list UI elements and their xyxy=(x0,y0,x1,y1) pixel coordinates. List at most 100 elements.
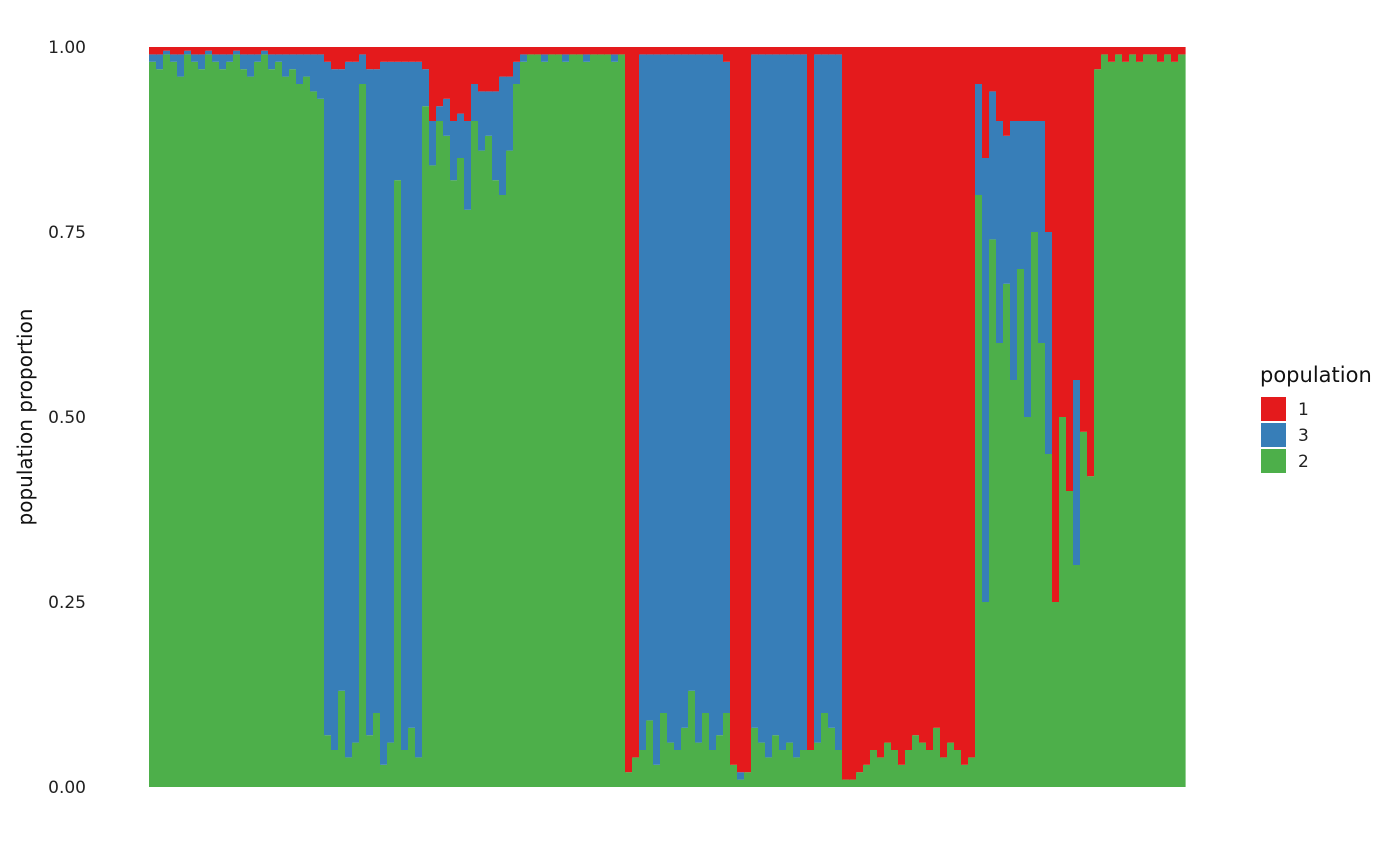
bar-segment-pop-3 xyxy=(492,91,500,181)
bar-segment-pop-2 xyxy=(1059,417,1067,787)
bar-segment-pop-2 xyxy=(1087,476,1095,787)
bar-segment-pop-3 xyxy=(429,121,437,166)
bar-segment-pop-1 xyxy=(912,47,920,736)
bar-segment-pop-2 xyxy=(345,757,353,787)
bar-segment-pop-1 xyxy=(849,47,857,780)
bar-segment-pop-1 xyxy=(786,47,794,55)
bar-segment-pop-2 xyxy=(744,772,752,787)
bar-segment-pop-2 xyxy=(814,742,822,787)
bar-segment-pop-1 xyxy=(590,47,598,55)
bar-segment-pop-3 xyxy=(583,54,591,62)
y-axis-ticks: 0.00 0.25 0.50 0.75 1.00 xyxy=(48,38,86,798)
bar-segment-pop-1 xyxy=(331,47,339,70)
bar-segment-pop-3 xyxy=(226,54,234,62)
bar-segment-pop-2 xyxy=(1038,343,1046,787)
bar-segment-pop-1 xyxy=(1073,47,1081,380)
bar-segment-pop-3 xyxy=(828,54,836,728)
bar-segment-pop-1 xyxy=(835,47,843,55)
bar-segment-pop-3 xyxy=(982,158,990,602)
bar-segment-pop-1 xyxy=(338,47,346,70)
bar-segment-pop-3 xyxy=(380,61,388,765)
bar-segment-pop-1 xyxy=(1094,47,1102,70)
bar-segment-pop-1 xyxy=(499,47,507,77)
bar-segment-pop-1 xyxy=(618,47,626,55)
bar-segment-pop-2 xyxy=(415,757,423,787)
bar-segment-pop-3 xyxy=(723,61,731,714)
bar-segment-pop-2 xyxy=(779,750,787,787)
bar-segment-pop-3 xyxy=(975,84,983,195)
bar-segment-pop-1 xyxy=(576,47,584,55)
bar-segment-pop-3 xyxy=(415,61,423,758)
legend: population 1 3 2 xyxy=(1260,363,1372,473)
bar-segment-pop-2 xyxy=(905,750,913,787)
bar-segment-pop-3 xyxy=(674,54,682,750)
bar-segment-pop-1 xyxy=(597,47,605,55)
bar-segment-pop-2 xyxy=(317,98,325,788)
bar-segment-pop-1 xyxy=(1010,47,1018,121)
bar-segment-pop-1 xyxy=(1157,47,1165,62)
bar-segment-pop-2 xyxy=(520,61,528,788)
bar-segment-pop-3 xyxy=(1038,121,1046,343)
bar-segment-pop-3 xyxy=(219,54,227,70)
bar-segment-pop-1 xyxy=(1108,47,1116,62)
bar-segment-pop-1 xyxy=(408,47,416,62)
bar-segment-pop-2 xyxy=(919,742,927,787)
bar-segment-pop-2 xyxy=(982,602,990,787)
bar-segment-pop-1 xyxy=(569,47,577,55)
bar-segment-pop-3 xyxy=(653,54,661,765)
bar-segment-pop-3 xyxy=(758,54,766,743)
bar-segment-pop-1 xyxy=(947,47,955,743)
bar-segment-pop-3 xyxy=(345,61,353,758)
bar-segment-pop-2 xyxy=(954,750,962,787)
bar-segment-pop-2 xyxy=(618,54,626,787)
bar-segment-pop-1 xyxy=(1129,47,1137,55)
bar-segment-pop-1 xyxy=(919,47,927,743)
y-tick-label: 0.25 xyxy=(48,593,86,613)
bar-segment-pop-3 xyxy=(639,54,647,750)
bar-segment-pop-1 xyxy=(933,47,941,728)
bar-segment-pop-2 xyxy=(247,76,255,788)
bar-segment-pop-3 xyxy=(254,54,262,62)
bar-segment-pop-3 xyxy=(765,54,773,758)
bar-segment-pop-1 xyxy=(352,47,360,62)
bar-segment-pop-3 xyxy=(800,54,808,750)
bar-segment-pop-1 xyxy=(905,47,913,750)
bar-segment-pop-1 xyxy=(1143,47,1151,55)
bar-segment-pop-1 xyxy=(1017,47,1025,121)
bar-segment-pop-2 xyxy=(1164,54,1172,787)
bar-segment-pop-3 xyxy=(1024,121,1032,417)
bar-segment-pop-2 xyxy=(884,742,892,787)
bar-segment-pop-3 xyxy=(436,106,444,121)
bar-segment-pop-2 xyxy=(191,61,199,788)
bar-segment-pop-3 xyxy=(464,121,472,210)
bar-segment-pop-2 xyxy=(352,742,360,787)
bar-segment-pop-2 xyxy=(471,121,479,787)
bar-segment-pop-2 xyxy=(912,735,920,787)
bar-segment-pop-2 xyxy=(989,239,997,787)
bar-segment-pop-1 xyxy=(709,47,717,55)
bar-segment-pop-1 xyxy=(317,47,325,55)
bar-segment-pop-2 xyxy=(492,180,500,787)
bar-segment-pop-2 xyxy=(1129,54,1137,787)
bar-segment-pop-1 xyxy=(982,47,990,158)
legend-title: population xyxy=(1260,363,1372,387)
bar-segment-pop-2 xyxy=(898,764,906,787)
bar-segment-pop-3 xyxy=(261,50,269,55)
bar-segment-pop-2 xyxy=(548,54,556,787)
bar-segment-pop-2 xyxy=(667,742,675,787)
bar-segment-pop-1 xyxy=(744,47,752,773)
bar-segment-pop-2 xyxy=(849,779,857,787)
bar-segment-pop-1 xyxy=(583,47,591,55)
bar-segment-pop-2 xyxy=(737,779,745,787)
bar-segment-pop-2 xyxy=(1150,54,1158,787)
bar-segment-pop-3 xyxy=(681,54,689,728)
bar-segment-pop-2 xyxy=(198,69,206,787)
bar-segment-pop-1 xyxy=(534,47,542,55)
bar-segment-pop-2 xyxy=(282,76,290,788)
bar-segment-pop-2 xyxy=(240,69,248,787)
bar-segment-pop-1 xyxy=(275,47,283,55)
bar-segment-pop-1 xyxy=(1024,47,1032,121)
bar-segment-pop-3 xyxy=(996,121,1004,343)
bar-segment-pop-3 xyxy=(562,54,570,62)
bar-segment-pop-3 xyxy=(772,54,780,736)
